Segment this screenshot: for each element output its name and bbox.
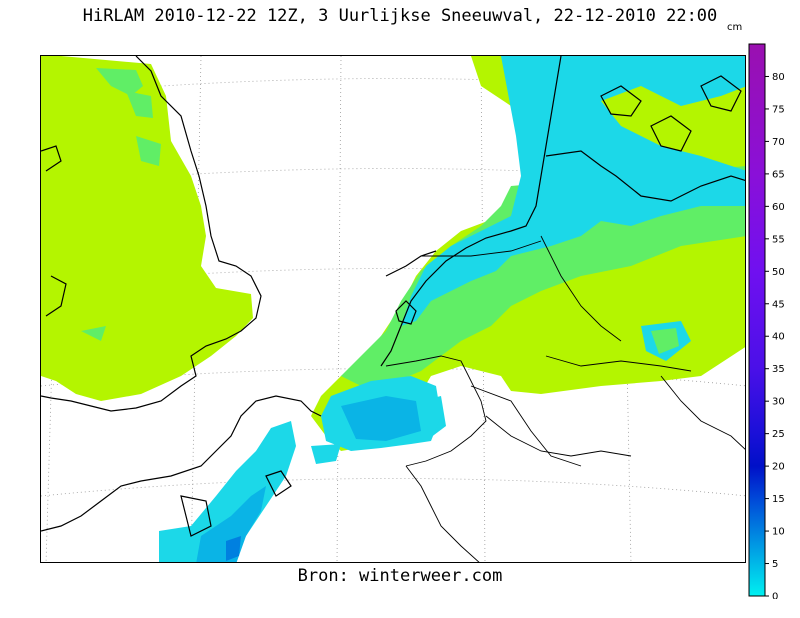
legend-bar (748, 43, 766, 597)
legend-ticks: 0 5 10 15 20 25 30 35 40 45 50 55 60 65 70 75 80 (765, 72, 785, 599)
legend-tick-label: 50 (772, 267, 785, 278)
legend-tick-label: 45 (772, 299, 785, 310)
borders (385, 235, 745, 562)
legend-tick-label: 40 (772, 332, 785, 343)
legend-tick-label: 35 (772, 364, 785, 375)
legend-tick-label: 5 (772, 559, 778, 570)
map-canvas (41, 56, 745, 562)
legend-tick-label: 60 (772, 202, 785, 213)
snow-france (159, 376, 441, 562)
coastlines (41, 56, 745, 537)
color-legend: 0 5 10 15 20 25 30 35 40 45 50 55 60 65 70 75 80 (748, 43, 785, 599)
snow-uk (41, 56, 253, 401)
legend-tick-label: 10 (772, 527, 785, 538)
legend-tick-label: 80 (772, 72, 785, 83)
legend-tick-label: 30 (772, 397, 785, 408)
source-credit: Bron: winterweer.com (297, 566, 503, 586)
legend-tick-label: 0 (772, 592, 778, 600)
legend-tick-label: 65 (772, 169, 785, 180)
map-title: HiRLAM 2010-12-22 12Z, 3 Uurlijkse Sneeu… (82, 6, 718, 26)
legend-tick-label: 55 (772, 234, 785, 245)
legend-tick-label: 15 (772, 494, 785, 505)
snowfall-map (40, 55, 746, 563)
legend-tick-label: 70 (772, 137, 785, 148)
legend-tick-label: 25 (772, 429, 785, 440)
legend-tick-label: 20 (772, 462, 785, 473)
legend-tick-label: 75 (772, 104, 785, 115)
legend-unit: cm (727, 22, 743, 33)
